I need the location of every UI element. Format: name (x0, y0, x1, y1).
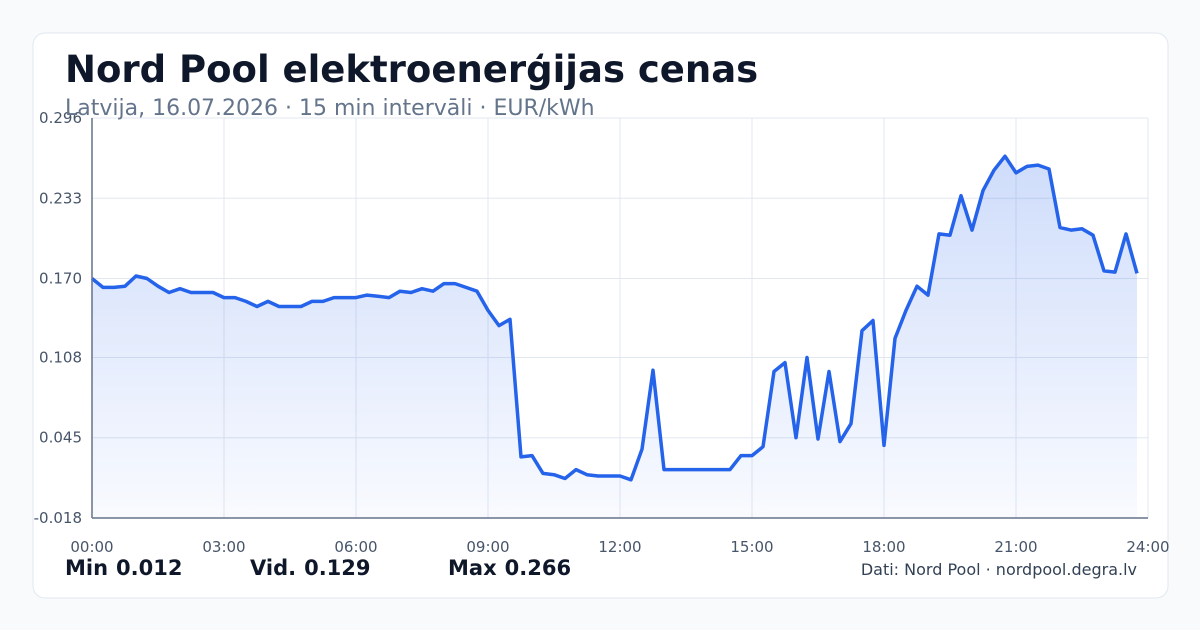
stat: Max 0.266 (448, 556, 571, 580)
chart-subtitle: Latvija, 16.07.2026 · 15 min intervāli ·… (65, 96, 595, 121)
area (92, 156, 1137, 518)
y-tick-label: 0.108 (39, 348, 82, 366)
line (90, 154, 1139, 482)
x-tick-label: 15:00 (730, 538, 773, 556)
stat-label: Min (65, 556, 108, 580)
x-tick-label: 18:00 (862, 538, 905, 556)
x-tick-label: 06:00 (334, 538, 377, 556)
stat-label: Vid. (250, 556, 296, 580)
x-tick-label: 12:00 (598, 538, 641, 556)
stat: Min 0.012 (65, 556, 182, 580)
y-tick-label: 0.045 (39, 429, 82, 447)
y-tick-label: 0.170 (39, 270, 82, 288)
stat-value: 0.266 (505, 556, 571, 580)
stat-value: 0.129 (304, 556, 370, 580)
y-tick-label: 0.296 (39, 109, 82, 127)
x-tick-label: 21:00 (994, 538, 1037, 556)
x-tick-label: 24:00 (1126, 538, 1169, 556)
x-tick-label: 00:00 (70, 538, 113, 556)
stat-label: Max (448, 556, 497, 580)
chart-title: Nord Pool elektroenerģijas cenas (65, 48, 758, 91)
stat: Vid. 0.129 (250, 556, 371, 580)
x-tick-label: 09:00 (466, 538, 509, 556)
plot: -0.018 0.045 0.108 0.170 0.233 0.296 00:00 03:0… (34, 109, 1170, 556)
x-tick-label: 03:00 (202, 538, 245, 556)
stat-value: 0.012 (116, 556, 182, 580)
source: Dati: Nord Pool · nordpool.degra.lv (861, 560, 1137, 579)
y-tick-label: 0.233 (39, 189, 82, 207)
y-tick-label: -0.018 (34, 509, 82, 527)
